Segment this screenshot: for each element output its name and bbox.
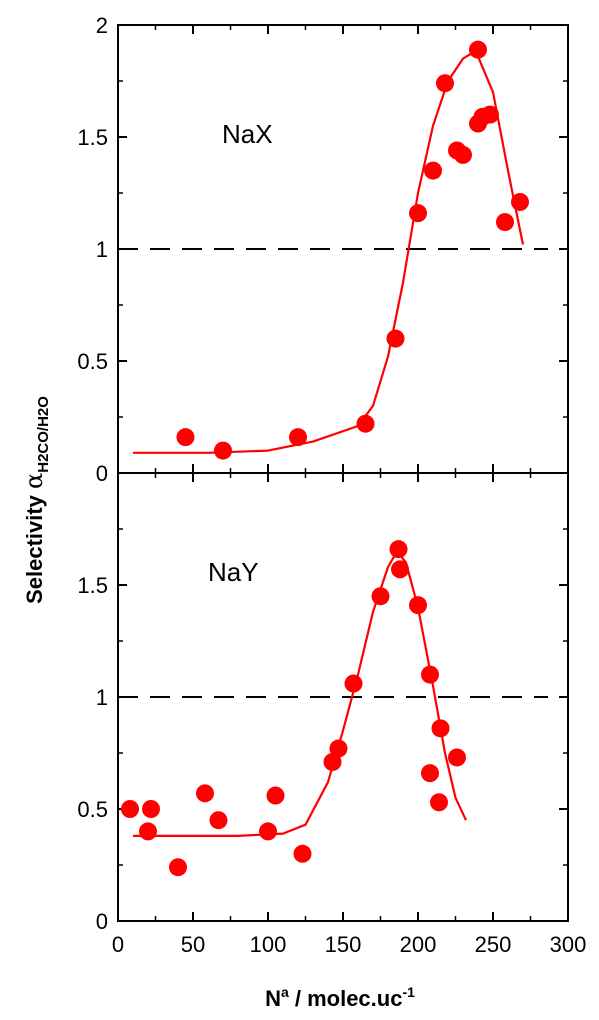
- x-tick-label: 50: [181, 932, 205, 957]
- y-tick-label: 1: [96, 685, 108, 710]
- y-tick-label: 1: [96, 237, 108, 262]
- y-tick-label: 2: [96, 13, 108, 38]
- x-axis: 0 50 100 150 200 250 300: [112, 25, 586, 957]
- x-tick-label: 150: [325, 932, 362, 957]
- y-axis-title: Selectivity αH2CO/H2O: [20, 396, 52, 604]
- data-point: [293, 844, 312, 863]
- data-point: [259, 822, 277, 841]
- data-point: [424, 161, 442, 180]
- x-axis-title-base: N: [265, 986, 281, 1011]
- x-axis-title-sup: a: [281, 984, 289, 1000]
- panel-label-nax: NaX: [222, 119, 273, 149]
- y-tick-label: 0.5: [77, 349, 108, 374]
- data-point: [481, 105, 499, 124]
- x-tick-label: 100: [250, 932, 287, 957]
- y-tick-label: 0: [96, 461, 108, 486]
- data-point: [511, 192, 529, 211]
- data-point: [496, 213, 514, 232]
- data-point: [431, 719, 450, 738]
- data-point: [356, 414, 375, 433]
- data-point: [209, 811, 228, 830]
- data-point: [266, 786, 285, 805]
- y-tick-label: 0.5: [77, 797, 108, 822]
- x-axis-title-sup2: -1: [402, 984, 415, 1000]
- data-point: [430, 793, 448, 812]
- panel-nay: 0 0.5 1 1.5 NaY: [77, 472, 569, 934]
- data-point: [386, 329, 405, 348]
- x-tick-label: 300: [550, 932, 587, 957]
- data-point: [421, 764, 439, 783]
- data-point: [454, 145, 472, 164]
- fit-line: [133, 52, 525, 454]
- data-point: [391, 560, 409, 579]
- y-tick-label: 1.5: [77, 573, 108, 598]
- panels-group: 0 0.5 1 1.5 2 NaX 0 0.5 1 1.5 NaY: [77, 13, 569, 934]
- y-axis-title-alpha: α: [20, 473, 48, 489]
- y-tick-label: 1.5: [77, 125, 108, 150]
- panel-nax: 0 0.5 1 1.5 2 NaX: [77, 13, 569, 486]
- data-point: [344, 674, 363, 693]
- data-point: [469, 40, 487, 59]
- data-point: [421, 665, 439, 684]
- x-tick-label: 0: [112, 932, 124, 957]
- data-point: [409, 596, 427, 615]
- x-axis-title: Na / molec.uc-1: [265, 984, 415, 1011]
- data-point: [139, 822, 157, 841]
- y-axis-title-subscript: H2CO/H2O: [35, 396, 52, 473]
- fit-line: [133, 550, 467, 838]
- x-tick-label: 200: [400, 932, 437, 957]
- panel-label-nay: NaY: [208, 557, 259, 587]
- data-point: [289, 428, 307, 447]
- data-point: [176, 428, 195, 447]
- x-axis-title-rest: / molec.uc: [289, 986, 403, 1011]
- data-point: [409, 204, 427, 223]
- data-point: [436, 74, 454, 93]
- data-point: [389, 540, 408, 559]
- data-point: [169, 858, 187, 877]
- data-point: [323, 752, 342, 771]
- data-point: [214, 441, 232, 460]
- data-point: [329, 739, 348, 758]
- data-point: [196, 784, 214, 803]
- data-point: [121, 800, 139, 818]
- y-tick-label: 0: [96, 909, 108, 934]
- x-tick-label: 250: [475, 932, 512, 957]
- data-point: [142, 800, 160, 818]
- data-point: [371, 587, 390, 606]
- data-point: [448, 748, 466, 767]
- y-axis-title-main: Selectivity: [22, 489, 47, 604]
